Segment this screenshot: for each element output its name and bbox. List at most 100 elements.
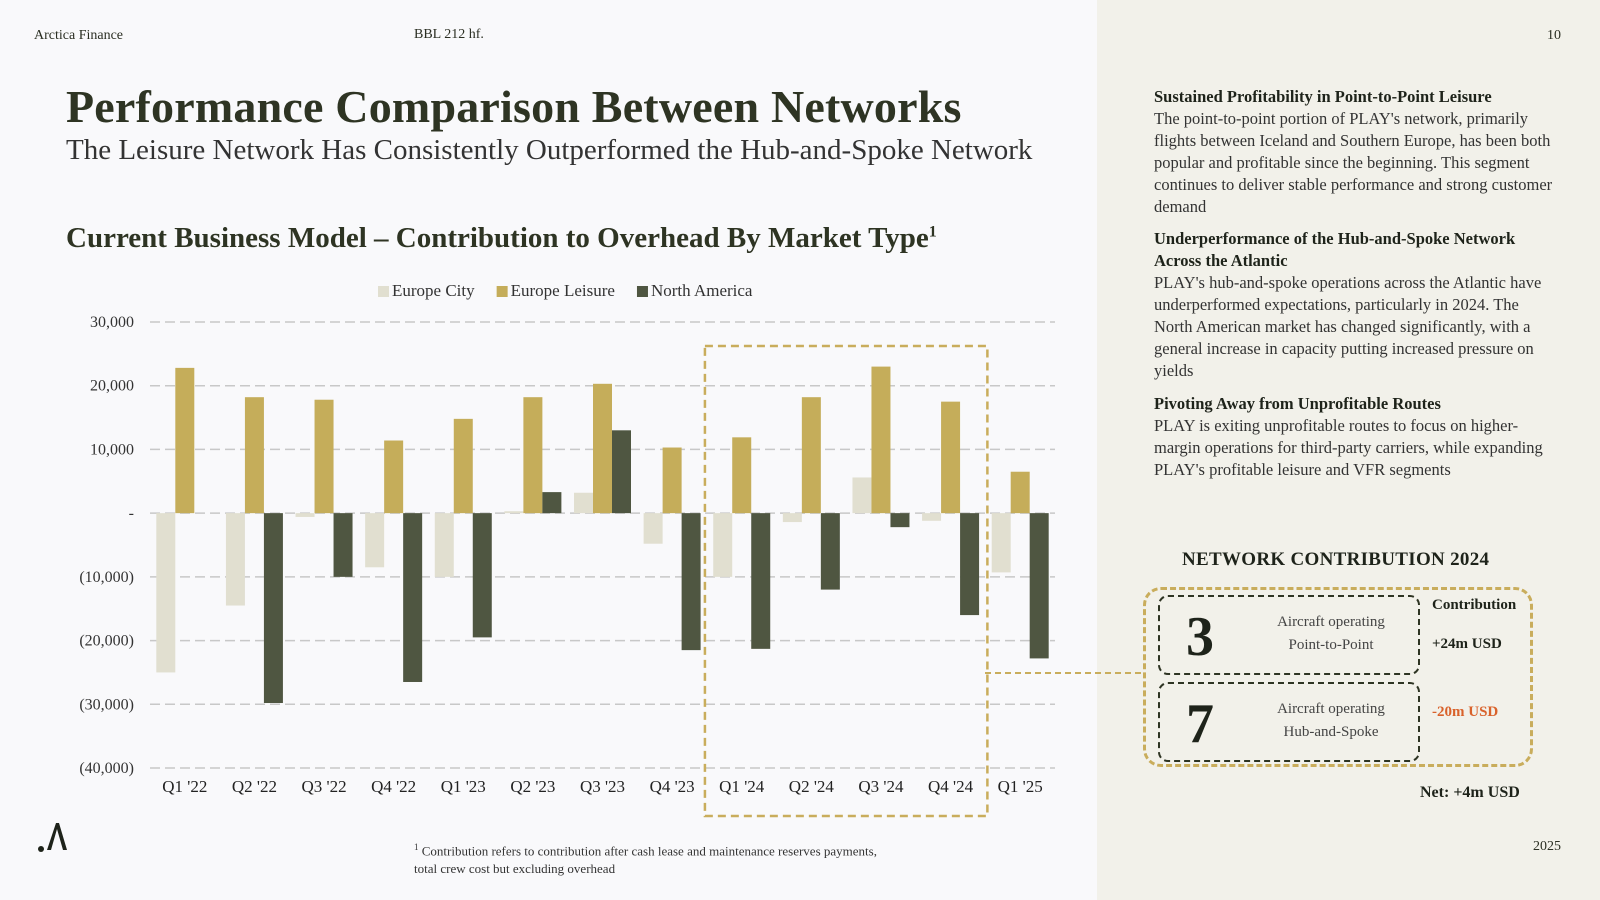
y-tick-label: (40,000) [79,760,134,777]
bar-europe-leisure [941,401,961,514]
section-heading: Pivoting Away from Unprofitable Routes [1154,394,1441,413]
y-tick-label: (10,000) [79,569,134,586]
bar-europe-city [643,513,663,544]
bar-europe-city [991,513,1011,573]
net-contribution: Net: +4m USD [1420,784,1520,801]
chart-title: Current Business Model – Contribution to… [66,222,937,255]
bar-north-america [612,430,631,514]
bar-europe-city [225,513,245,606]
bar-europe-city [295,513,315,517]
legend-swatch [378,286,389,297]
bar-europe-city [852,477,872,514]
aircraft-desc-line2: Hub-and-Spoke [1283,724,1379,740]
x-tick-label: Q2 '22 [232,777,277,796]
bar-europe-city [713,513,733,577]
page-title: Performance Comparison Between Networks [66,81,962,132]
section-body: The point-to-point portion of PLAY's net… [1154,109,1553,216]
bar-europe-leisure [732,437,752,514]
aircraft-desc: Aircraft operating Hub-and-Spoke [1256,698,1406,744]
bar-europe-leisure [1010,471,1030,514]
x-tick-label: Q3 '22 [301,777,346,796]
section-heading: Sustained Profitability in Point-to-Poin… [1154,87,1492,106]
bar-europe-city [365,513,385,568]
bar-europe-leisure [523,397,543,514]
bar-north-america [263,513,283,704]
x-tick-label: Q4 '22 [371,777,416,796]
aircraft-desc-line1: Aircraft operating [1277,614,1385,630]
brand-name: Arctica Finance [34,28,124,43]
bar-europe-city [434,513,454,577]
arctica-logo-icon [38,823,67,852]
hub-and-spoke-box: 7 Aircraft operating Hub-and-Spoke [1158,682,1420,762]
x-tick-label: Q3 '23 [580,777,625,796]
page-subtitle: The Leisure Network Has Consistently Out… [66,134,1033,166]
bar-north-america [1029,513,1049,659]
bar-europe-leisure [871,366,891,514]
network-contribution-frame [1143,587,1533,767]
x-tick-label: Q2 '24 [789,777,835,796]
y-tick-label: (20,000) [79,633,134,650]
section-heading: Underperformance of the Hub-and-Spoke Ne… [1154,229,1516,270]
contribution-bar-chart: 30,000 20,000 10,000 - (10,000) (20,000) (30,0… [79,281,1055,818]
bar-north-america [751,513,771,649]
aircraft-desc-line1: Aircraft operating [1277,701,1385,717]
legend-swatch [636,286,648,297]
bar-europe-leisure [384,440,404,514]
x-tick-label: Q2 '23 [510,777,555,796]
footnote-line2: total crew cost but excluding overhead [414,861,616,877]
hub-and-spoke-contribution: -20m USD [1432,704,1499,720]
x-tick-label: Q1 '23 [441,777,486,796]
x-tick-label: Q1 '25 [998,777,1043,796]
legend-label: North America [651,281,753,300]
x-tick-label: Q4 '23 [650,777,695,796]
x-tick-label: Q1 '22 [162,777,207,796]
network-contribution-title: NETWORK CONTRIBUTION 2024 [1182,549,1490,570]
footnote-marker: 1 [414,842,419,852]
contribution-column-header: Contribution [1432,597,1517,613]
y-tick-label: 20,000 [90,378,134,395]
footnote-line1: Contribution refers to contribution afte… [421,843,877,859]
bar-europe-leisure [662,447,682,514]
bar-north-america [890,513,910,528]
y-tick-label: 10,000 [90,441,134,458]
point-to-point-contribution: +24m USD [1432,636,1502,652]
footnote: 1 Contribution refers to contribution af… [414,838,974,878]
y-tick-label: (30,000) [79,696,134,713]
section-point-to-point: Sustained Profitability in Point-to-Poin… [1154,86,1554,218]
page-number: 10 [1547,28,1561,43]
footer-year: 2025 [1533,839,1561,854]
bar-north-america [542,492,562,514]
aircraft-count: 3 [1186,606,1214,668]
legend-label: Europe City [392,281,475,300]
section-body: PLAY is exiting unprofitable routes to f… [1154,416,1543,479]
bar-europe-city [156,513,176,673]
bar-europe-leisure [175,367,195,514]
y-tick-label: 30,000 [90,314,134,331]
document-code: BBL 212 hf. [414,27,484,42]
bar-north-america [820,513,840,590]
chart-title-text: Current Business Model – Contribution to… [66,222,929,254]
x-tick-label: Q3 '24 [858,777,904,796]
bar-north-america [333,513,353,577]
bar-europe-leisure [593,383,612,514]
section-body: PLAY's hub-and-spoke operations across t… [1154,273,1542,380]
bar-europe-city [782,513,802,523]
x-tick-label: Q4 '24 [928,777,974,796]
bar-europe-leisure [801,397,821,514]
section-hub-and-spoke: Underperformance of the Hub-and-Spoke Ne… [1154,228,1554,382]
bar-north-america [960,513,980,616]
y-tick-label: - [129,505,134,522]
bar-europe-leisure [244,397,264,514]
section-pivoting: Pivoting Away from Unprofitable Routes P… [1154,393,1554,481]
legend-swatch [496,286,508,297]
aircraft-desc: Aircraft operating Point-to-Point [1256,611,1406,657]
bar-europe-leisure [453,418,473,514]
bar-north-america [403,513,423,682]
aircraft-desc-line2: Point-to-Point [1288,637,1374,653]
bar-europe-city [504,511,524,514]
bar-north-america [681,513,701,651]
bar-north-america [472,513,492,638]
legend-label: Europe Leisure [511,281,615,300]
x-tick-label: Q1 '24 [719,777,765,796]
bar-europe-city [574,492,593,514]
